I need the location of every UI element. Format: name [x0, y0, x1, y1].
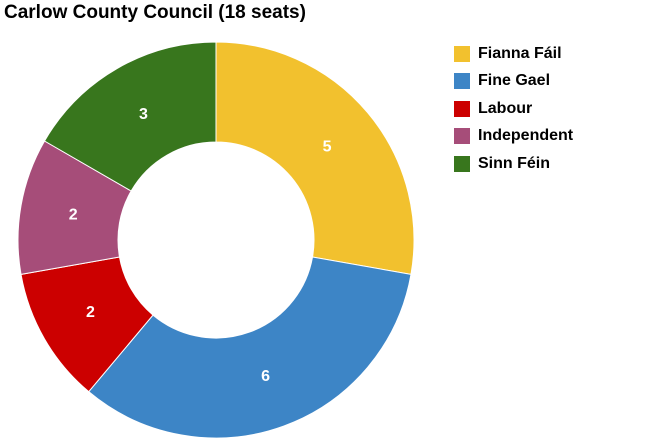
legend-label-sinn-fein: Sinn Féin: [478, 154, 550, 172]
chart-title: Carlow County Council (18 seats): [4, 2, 306, 23]
donut-slice-labels: 5 6 2 2 3: [69, 106, 332, 385]
donut-slices: [17, 41, 415, 439]
legend-label-labour: Labour: [478, 99, 533, 117]
slice-sinn-fein: [43, 41, 217, 192]
slice-label-labour: 2: [86, 304, 95, 321]
legend-item-sinn-fein: Sinn Féin: [454, 150, 573, 178]
donut-chart: 5 6 2 2 3: [17, 41, 415, 439]
legend-swatch-fine-gael: [454, 73, 470, 90]
chart-legend: Fianna Fáil Fine Gael Labour Independent Sin…: [454, 40, 573, 178]
slice-label-fianna-fail: 5: [323, 138, 332, 155]
slice-label-sinn-fein: 3: [139, 106, 148, 123]
legend-swatch-independent: [454, 128, 470, 145]
slice-label-independent: 2: [69, 206, 78, 223]
legend-item-fine-gael: Fine Gael: [454, 68, 573, 96]
legend-item-labour: Labour: [454, 95, 573, 123]
legend-item-independent: Independent: [454, 123, 573, 151]
slice-fianna-fail: [215, 41, 415, 275]
legend-swatch-sinn-fein: [454, 155, 470, 172]
legend-label-independent: Independent: [478, 127, 574, 145]
legend-swatch-fianna-fail: [454, 45, 470, 62]
slice-label-fine-gael: 6: [261, 368, 270, 385]
legend-item-fianna-fail: Fianna Fáil: [454, 40, 573, 68]
legend-label-fine-gael: Fine Gael: [478, 72, 551, 90]
slice-fine-gael: [88, 256, 412, 439]
legend-swatch-labour: [454, 100, 470, 117]
legend-label-fianna-fail: Fianna Fáil: [478, 44, 562, 62]
